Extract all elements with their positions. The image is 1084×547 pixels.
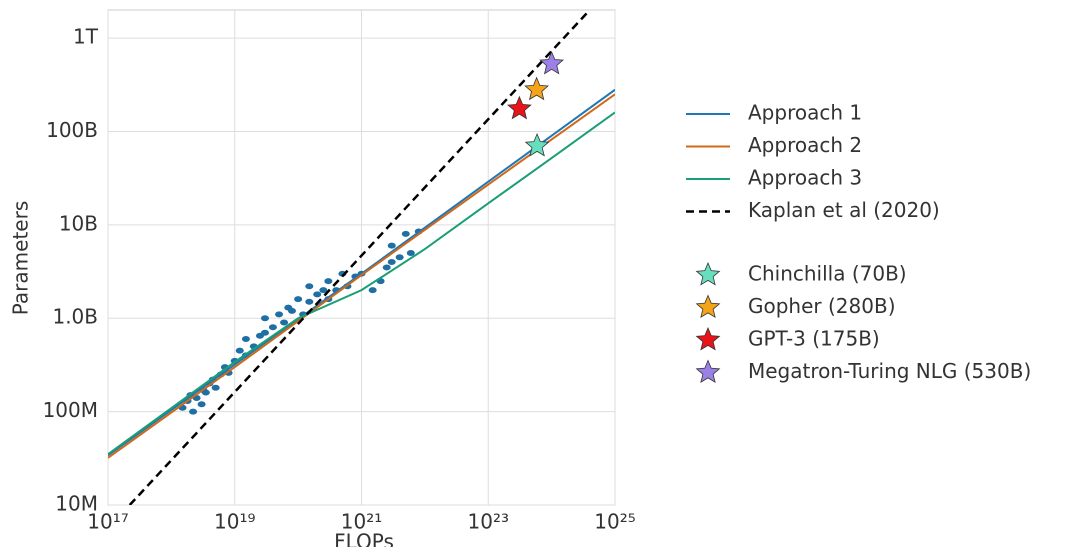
y-axis-label: Parameters [9, 201, 33, 315]
y-tick-label: 10M [55, 492, 98, 516]
x-tick-label: 10¹⁷ [87, 510, 128, 534]
series-line [128, 10, 591, 505]
data-point [268, 324, 277, 331]
data-point [382, 264, 391, 271]
data-point [197, 401, 206, 408]
legend-label: Gopher (280B) [748, 294, 896, 318]
legend-label: Megatron-Turing NLG (530B) [748, 359, 1031, 383]
y-tick-label: 100M [43, 398, 98, 422]
star-marker [507, 95, 532, 120]
x-tick-label: 10²¹ [341, 510, 382, 534]
legend-star [695, 359, 721, 384]
y-tick-label: 100B [46, 118, 98, 142]
series-line [108, 111, 615, 456]
data-point [305, 298, 314, 305]
x-tick-label: 10²³ [468, 510, 509, 534]
series-line [108, 88, 615, 457]
x-tick-label: 10¹⁹ [214, 510, 255, 534]
data-point [401, 230, 410, 237]
data-point [211, 384, 220, 391]
data-point [324, 278, 333, 285]
legend-star [695, 261, 721, 286]
data-point [387, 259, 396, 266]
legend-star [695, 326, 721, 351]
data-point [319, 287, 328, 294]
data-point [387, 242, 396, 249]
data-point [280, 319, 289, 326]
data-point [313, 291, 322, 298]
data-point [294, 296, 303, 303]
data-point [189, 408, 198, 415]
legend-label: Approach 1 [748, 101, 862, 125]
data-point [201, 389, 210, 396]
x-tick-label: 10²⁵ [594, 510, 635, 534]
data-point [406, 249, 415, 256]
legend-label: Kaplan et al (2020) [748, 198, 940, 222]
data-point [275, 311, 284, 318]
data-point [235, 347, 244, 354]
data-point [260, 329, 269, 336]
data-point [241, 335, 250, 342]
legend-star [695, 294, 721, 319]
star-marker [524, 132, 550, 157]
y-tick-label: 10B [59, 211, 98, 235]
star-marker [539, 50, 564, 75]
legend-label: Approach 2 [748, 133, 862, 157]
data-point [395, 254, 404, 261]
legend-label: Chinchilla (70B) [748, 262, 907, 286]
data-point [368, 287, 377, 294]
legend-label: Approach 3 [748, 166, 862, 190]
legend-label: GPT-3 (175B) [748, 327, 880, 351]
x-axis-label: FLOPs [334, 530, 394, 547]
data-point [287, 307, 296, 314]
data-point [305, 283, 314, 290]
data-point [260, 315, 269, 322]
y-tick-label: 1.0B [52, 305, 98, 329]
star-marker [524, 76, 549, 101]
y-tick-label: 1T [73, 25, 99, 49]
